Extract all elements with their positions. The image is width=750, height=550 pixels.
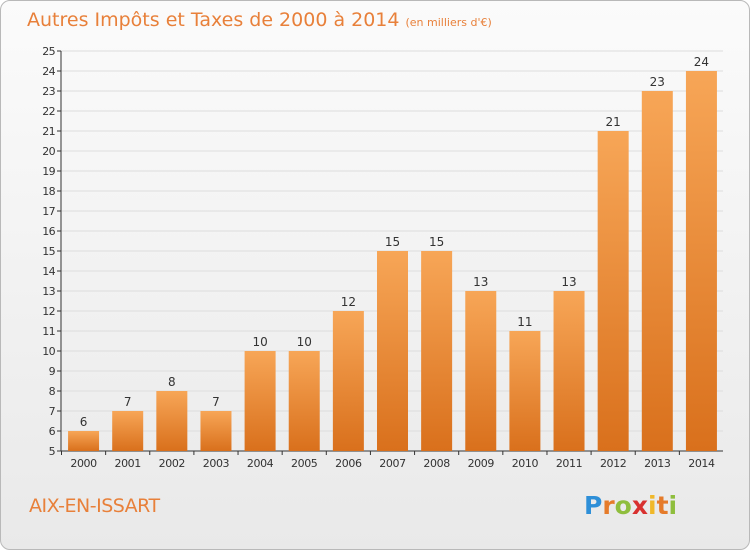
logo-letter: i bbox=[668, 491, 678, 520]
bar-value-label: 15 bbox=[429, 235, 444, 249]
y-tick-label: 7 bbox=[49, 405, 56, 418]
x-tick-label: 2011 bbox=[556, 457, 582, 470]
y-tick-label: 21 bbox=[42, 125, 55, 138]
bar-value-label: 11 bbox=[517, 315, 532, 329]
x-tick-label: 2008 bbox=[423, 457, 450, 470]
bar-value-label: 7 bbox=[124, 395, 132, 409]
y-tick-label: 5 bbox=[49, 445, 56, 458]
x-tick-label: 2013 bbox=[644, 457, 671, 470]
y-tick-label: 23 bbox=[42, 85, 55, 98]
y-tick-label: 20 bbox=[42, 145, 55, 158]
bar bbox=[68, 431, 100, 451]
bar bbox=[112, 411, 144, 451]
bar-value-label: 7 bbox=[212, 395, 220, 409]
bar-value-label: 10 bbox=[252, 335, 267, 349]
logo-letter: o bbox=[614, 491, 632, 520]
bar bbox=[200, 411, 232, 451]
logo-letter: t bbox=[656, 491, 669, 520]
y-tick-label: 11 bbox=[42, 325, 55, 338]
bar-value-label: 13 bbox=[561, 275, 576, 289]
x-tick-label: 2002 bbox=[159, 457, 185, 470]
x-tick-label: 2006 bbox=[335, 457, 362, 470]
bar bbox=[244, 351, 276, 451]
commune-name: AIX-EN-ISSART bbox=[29, 495, 160, 517]
bar-value-label: 8 bbox=[168, 375, 176, 389]
logo-letter: r bbox=[602, 491, 615, 520]
x-tick-label: 2000 bbox=[70, 457, 97, 470]
bar-value-label: 10 bbox=[297, 335, 312, 349]
x-tick-label: 2003 bbox=[203, 457, 230, 470]
bar-value-label: 6 bbox=[80, 415, 88, 429]
bar-value-label: 13 bbox=[473, 275, 488, 289]
bar bbox=[685, 71, 717, 451]
bar-value-label: 21 bbox=[606, 115, 621, 129]
y-tick-label: 8 bbox=[49, 385, 56, 398]
bar bbox=[288, 351, 320, 451]
y-tick-label: 15 bbox=[42, 245, 55, 258]
y-tick-label: 14 bbox=[42, 265, 55, 278]
logo-letter: P bbox=[584, 491, 603, 520]
bar bbox=[641, 91, 673, 451]
y-tick-label: 12 bbox=[42, 305, 55, 318]
y-tick-label: 22 bbox=[42, 105, 55, 118]
bar-value-label: 12 bbox=[341, 295, 356, 309]
bar-value-label: 23 bbox=[650, 75, 665, 89]
y-tick-label: 16 bbox=[42, 225, 55, 238]
proxiti-logo: Proxiti bbox=[584, 491, 677, 520]
x-tick-label: 2007 bbox=[379, 457, 406, 470]
x-tick-label: 2004 bbox=[247, 457, 274, 470]
y-tick-label: 17 bbox=[42, 205, 55, 218]
x-tick-label: 2014 bbox=[688, 457, 715, 470]
bar bbox=[421, 251, 453, 451]
x-tick-label: 2001 bbox=[114, 457, 140, 470]
x-tick-label: 2012 bbox=[600, 457, 626, 470]
bar bbox=[597, 131, 629, 451]
logo-letter: x bbox=[631, 491, 648, 520]
bar-value-label: 24 bbox=[694, 55, 709, 69]
bar bbox=[377, 251, 408, 451]
chart-subtitle: (en milliers d'€) bbox=[405, 16, 492, 29]
y-tick-label: 13 bbox=[42, 285, 55, 298]
x-tick-label: 2005 bbox=[291, 457, 318, 470]
x-tick-label: 2009 bbox=[468, 457, 495, 470]
y-tick-label: 18 bbox=[42, 185, 55, 198]
y-tick-label: 25 bbox=[42, 45, 55, 58]
bar bbox=[509, 331, 541, 451]
bar bbox=[465, 291, 497, 451]
bar bbox=[332, 311, 364, 451]
chart-title: Autres Impôts et Taxes de 2000 à 2014 (en… bbox=[27, 9, 492, 31]
bar-value-label: 15 bbox=[385, 235, 400, 249]
x-tick-label: 2010 bbox=[512, 457, 539, 470]
y-tick-label: 10 bbox=[42, 345, 55, 358]
logo-letter: i bbox=[648, 491, 657, 520]
bar bbox=[553, 291, 585, 451]
y-tick-label: 24 bbox=[42, 65, 55, 78]
y-tick-label: 6 bbox=[49, 425, 56, 438]
y-tick-label: 9 bbox=[49, 365, 56, 378]
y-tick-label: 19 bbox=[42, 165, 55, 178]
bar bbox=[156, 391, 188, 451]
